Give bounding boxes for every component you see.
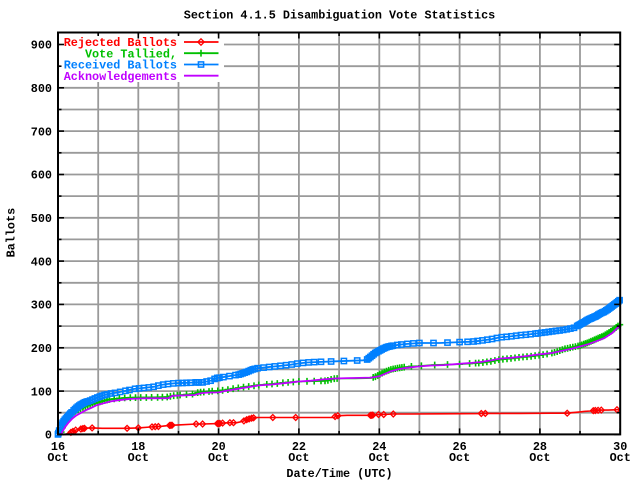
svg-text:Received Ballots: Received Ballots bbox=[64, 59, 177, 73]
svg-text:16: 16 bbox=[51, 440, 65, 454]
svg-text:30: 30 bbox=[613, 440, 627, 454]
svg-text:Section 4.1.5 Disambiguation V: Section 4.1.5 Disambiguation Vote Statis… bbox=[184, 9, 496, 23]
svg-text:20: 20 bbox=[212, 440, 226, 454]
svg-text:26: 26 bbox=[453, 440, 467, 454]
svg-text:18: 18 bbox=[131, 440, 145, 454]
svg-text:100: 100 bbox=[31, 385, 52, 399]
svg-text:28: 28 bbox=[533, 440, 547, 454]
svg-text:Acknowledgements: Acknowledgements bbox=[64, 70, 177, 84]
svg-text:900: 900 bbox=[31, 39, 52, 53]
svg-text:Oct: Oct bbox=[47, 451, 68, 465]
svg-text:Oct: Oct bbox=[208, 451, 229, 465]
svg-text:800: 800 bbox=[31, 82, 52, 96]
svg-text:Ballots: Ballots bbox=[5, 208, 19, 258]
svg-text:0: 0 bbox=[45, 429, 52, 443]
svg-text:Date/Time (UTC): Date/Time (UTC) bbox=[286, 467, 392, 480]
svg-text:Rejected Ballots: Rejected Ballots bbox=[64, 36, 177, 50]
svg-text:22: 22 bbox=[292, 440, 306, 454]
svg-text:Oct: Oct bbox=[529, 451, 550, 465]
svg-text:Oct: Oct bbox=[128, 451, 149, 465]
svg-text:200: 200 bbox=[31, 342, 52, 356]
svg-text:400: 400 bbox=[31, 255, 52, 269]
svg-text:Oct: Oct bbox=[369, 451, 390, 465]
svg-text:700: 700 bbox=[31, 125, 52, 139]
svg-text:Oct: Oct bbox=[610, 451, 631, 465]
svg-text:300: 300 bbox=[31, 299, 52, 313]
svg-text:Oct: Oct bbox=[449, 451, 470, 465]
svg-text:500: 500 bbox=[31, 212, 52, 226]
svg-text:24: 24 bbox=[372, 440, 386, 454]
svg-text:600: 600 bbox=[31, 169, 52, 183]
svg-text:Vote Tallied,: Vote Tallied, bbox=[85, 47, 177, 61]
svg-text:Oct: Oct bbox=[288, 451, 309, 465]
